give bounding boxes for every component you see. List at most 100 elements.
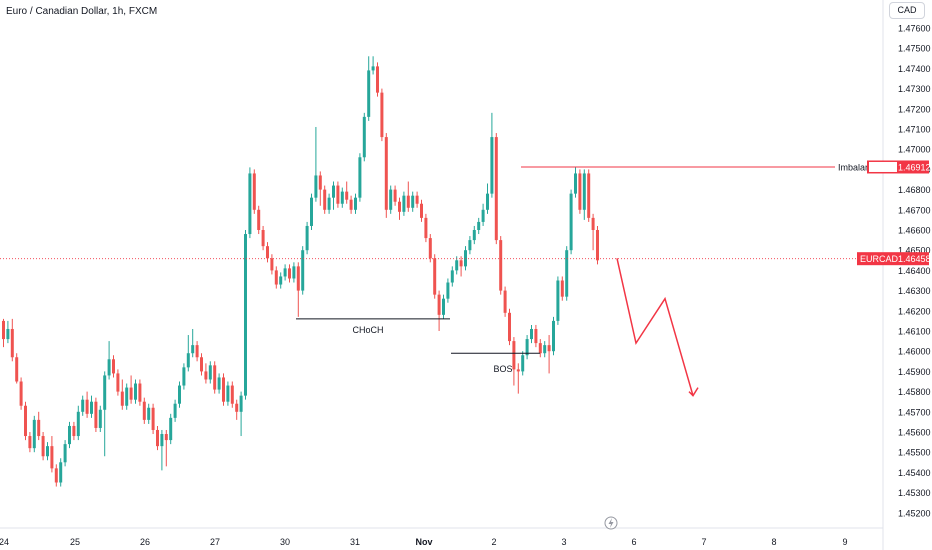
candle-body	[142, 401, 146, 420]
time-tick-label: 27	[210, 537, 220, 547]
time-tick-label: 31	[350, 537, 360, 547]
candle	[428, 234, 432, 263]
candle-body	[314, 175, 318, 198]
candle	[305, 221, 309, 255]
current-price-symbol: EURCAD	[860, 254, 899, 264]
price-tick-label: 1.47100	[898, 125, 931, 135]
candle-body	[81, 399, 85, 412]
candle	[164, 429, 168, 467]
candle-body	[538, 343, 542, 354]
candle-body	[120, 391, 124, 406]
candle	[213, 361, 217, 394]
candle-body	[384, 137, 388, 210]
candle	[200, 353, 203, 376]
candle-body	[433, 258, 437, 295]
candle	[208, 361, 212, 384]
candle-body	[596, 230, 599, 261]
candle	[380, 88, 384, 142]
candle	[556, 276, 560, 325]
candle-body	[208, 365, 212, 380]
candle-body	[362, 116, 366, 158]
candle	[446, 278, 450, 303]
candle	[279, 272, 283, 289]
candle-body	[455, 260, 459, 271]
candle-body	[151, 407, 155, 430]
time-axis[interactable]: 24 25 26 27 30 31 Nov 2 3 6 7 8 9	[0, 537, 848, 547]
candle	[283, 264, 287, 281]
candle-body	[90, 401, 93, 414]
candle-body	[437, 294, 441, 315]
candle	[125, 383, 129, 410]
lightning-icon[interactable]	[604, 516, 618, 530]
candle	[239, 391, 243, 437]
candle	[552, 316, 555, 356]
candle	[411, 191, 415, 212]
candle-body	[552, 320, 555, 352]
candle	[46, 442, 49, 461]
candle	[120, 379, 124, 410]
price-tick-label: 1.45300	[898, 488, 931, 498]
price-tick-label: 1.46100	[898, 327, 931, 337]
candle-body	[129, 387, 133, 400]
currency-button[interactable]: CAD	[889, 2, 925, 19]
candle-body	[94, 401, 98, 428]
candle-body	[530, 328, 533, 340]
candle-body	[446, 282, 450, 299]
candle	[37, 411, 41, 441]
candle-body	[72, 425, 76, 437]
candle	[442, 294, 445, 319]
candle-body	[411, 195, 415, 208]
candle	[402, 191, 406, 216]
candle-body	[459, 260, 463, 267]
candle-body	[2, 320, 5, 340]
candle	[85, 391, 89, 418]
candle	[50, 436, 54, 473]
candle	[384, 133, 388, 218]
candle-body	[226, 385, 230, 402]
candle	[151, 403, 155, 435]
candle-body	[358, 157, 362, 198]
candle-body	[63, 444, 67, 463]
candle-body	[76, 411, 80, 437]
candle	[261, 225, 265, 251]
candle-body	[230, 385, 234, 404]
candle-body	[565, 250, 569, 297]
candle	[565, 246, 569, 301]
candle	[28, 432, 32, 453]
candle	[468, 236, 472, 255]
candle-body	[318, 175, 322, 190]
candle	[424, 213, 428, 243]
candle	[530, 324, 533, 344]
candle	[318, 171, 322, 206]
candle-body	[547, 345, 551, 352]
candle	[142, 397, 146, 424]
candle	[358, 153, 362, 202]
candle-body	[213, 365, 217, 390]
candle	[433, 254, 437, 299]
price-tick-label: 1.45500	[898, 448, 931, 458]
candle	[327, 193, 331, 214]
candle	[596, 225, 599, 265]
candle-body	[380, 92, 384, 138]
bos-label: BOS	[493, 364, 512, 374]
candle	[266, 242, 269, 263]
candle	[178, 381, 181, 408]
candle-body	[173, 403, 177, 418]
price-axis[interactable]: 1.47600 1.47500 1.47400 1.47300 1.47200 1.471…	[898, 24, 931, 519]
candle	[98, 405, 102, 432]
candle	[538, 339, 542, 358]
candle-body	[191, 345, 195, 354]
candle	[560, 276, 564, 301]
candle-body	[182, 367, 186, 386]
chart-title: Euro / Canadian Dollar, 1h, FXCM	[6, 6, 158, 17]
candle-body	[41, 436, 45, 457]
candle	[547, 335, 551, 374]
candle-body	[125, 387, 129, 406]
candle-body	[525, 339, 529, 356]
candle-body	[147, 407, 151, 420]
candle-body	[266, 246, 269, 259]
candle	[503, 286, 507, 317]
time-tick-label: 8	[771, 537, 776, 547]
candle	[222, 373, 225, 406]
